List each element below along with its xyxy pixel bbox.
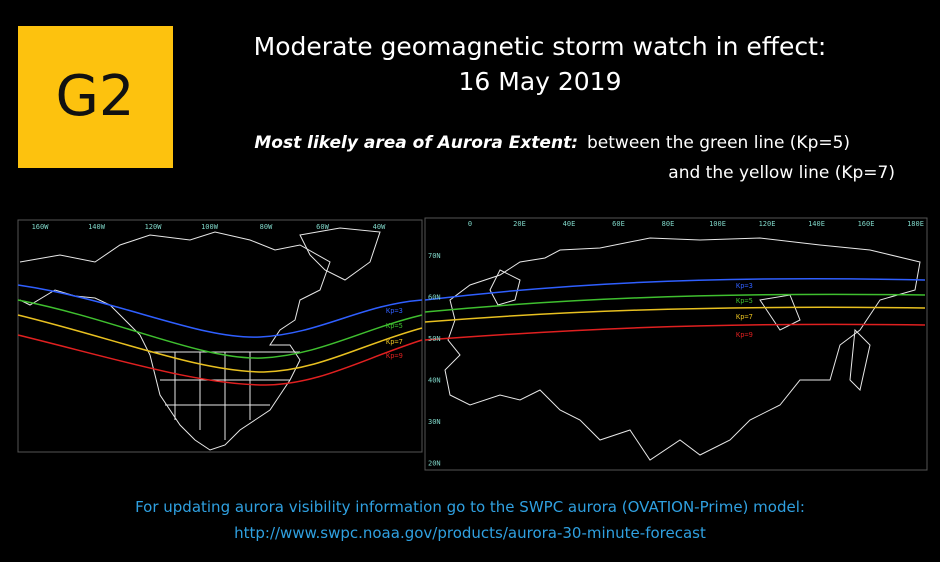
coastline xyxy=(299,227,381,281)
latitude-label: 20N xyxy=(428,460,441,468)
latitude-label: 60N xyxy=(428,294,441,302)
latitude-label: 40N xyxy=(428,377,441,385)
longitude-label: 60W xyxy=(316,223,329,231)
longitude-label: 20E xyxy=(513,220,526,228)
title: 16 May 2019 xyxy=(458,67,621,96)
kp-line xyxy=(17,334,423,386)
footer: For updating aurora visibility informati… xyxy=(135,498,805,516)
footer-link[interactable]: http://www.swpc.noaa.gov/products/aurora… xyxy=(234,524,706,542)
longitude-label: 160E xyxy=(858,220,875,228)
kp-line xyxy=(424,323,926,341)
longitude-label: 120E xyxy=(759,220,776,228)
title: Moderate geomagnetic storm watch in effe… xyxy=(254,32,827,61)
kp-label: Kp=3 xyxy=(736,282,753,290)
kp-label: Kp=7 xyxy=(386,338,403,346)
latitude-label: 30N xyxy=(428,418,441,426)
kp-line xyxy=(424,293,926,313)
coastline xyxy=(19,231,331,451)
coastline xyxy=(489,269,871,391)
coastline xyxy=(444,237,921,461)
kp-line xyxy=(17,314,423,373)
kp-line xyxy=(17,299,423,359)
kp-label: Kp=7 xyxy=(736,313,753,321)
longitude-label: 180E xyxy=(907,220,924,228)
subtitle: between the green line (Kp=5) xyxy=(587,133,850,153)
map-frame xyxy=(424,217,928,471)
longitude-label: 80W xyxy=(260,223,273,231)
badge-box xyxy=(18,26,173,168)
longitude-label: 100W xyxy=(201,223,219,231)
kp-label: Kp=5 xyxy=(386,322,403,330)
longitude-label: 120W xyxy=(145,223,163,231)
kp-label: Kp=3 xyxy=(386,307,403,315)
longitude-label: 60E xyxy=(612,220,625,228)
longitude-label: 100E xyxy=(709,220,726,228)
longitude-label: 40E xyxy=(563,220,576,228)
longitude-label: 140W xyxy=(88,223,106,231)
map-eurasia: 0 20E 40E 60E 80E 100E 120E 140E 160E 180E 70N 60N 5… xyxy=(424,217,928,471)
subtitle: and the yellow line (Kp=7) xyxy=(668,163,895,183)
longitude-label: 160W xyxy=(32,223,50,231)
longitude-label: 0 xyxy=(468,220,472,228)
kp-line xyxy=(424,306,926,323)
subtitle-emphasis: Most likely area of Aurora Extent: xyxy=(254,133,578,153)
longitude-label: 40W xyxy=(373,223,386,231)
longitude-label: 80E xyxy=(662,220,675,228)
borders xyxy=(150,351,300,440)
kp-label: Kp=9 xyxy=(386,352,403,360)
map-americas: 160W 140W 120W 100W 80W 60W 40W Kp=3 Kp=5 Kp=7 Kp=… xyxy=(17,219,423,453)
kp-line xyxy=(17,284,423,338)
kp-label: Kp=5 xyxy=(736,297,753,305)
latitude-label: 70N xyxy=(428,252,441,260)
kp-label: Kp=9 xyxy=(736,331,753,339)
badge: G2 xyxy=(55,64,134,129)
map-frame xyxy=(17,219,423,453)
kp-line xyxy=(424,277,926,301)
latitude-label: 50N xyxy=(428,335,441,343)
longitude-label: 140E xyxy=(808,220,825,228)
